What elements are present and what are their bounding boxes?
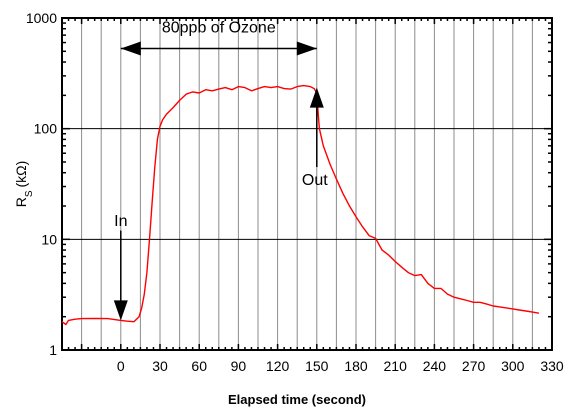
x-tick-label: 60 <box>191 358 207 374</box>
y-tick-label: 10 <box>41 231 57 247</box>
axis-ticks <box>62 18 552 350</box>
in-arrow-head <box>113 300 128 321</box>
out-label: Out <box>302 172 328 189</box>
y-tick-label: 1000 <box>26 10 57 26</box>
annotations: 80ppb of Ozone In Out <box>113 20 328 321</box>
plot-frame <box>61 17 553 351</box>
out-arrow-head <box>309 87 324 108</box>
ozone-label: 80ppb of Ozone <box>162 20 276 37</box>
ozone-arrow-right <box>296 41 317 56</box>
y-axis-title: RS (kΩ) <box>13 161 35 208</box>
x-tick-label: 0 <box>117 358 125 374</box>
y-tick-label: 1 <box>49 342 57 358</box>
x-tick-label: 210 <box>384 358 408 374</box>
x-tick-labels: 0 30 60 90 120 150 180 210 240 270 300 330 <box>117 358 564 374</box>
x-tick-label: 150 <box>305 358 329 374</box>
x-tick-label: 90 <box>231 358 247 374</box>
x-tick-label: 270 <box>462 358 486 374</box>
series-line <box>61 84 540 326</box>
y-axis-title-unit: (kΩ) <box>13 161 29 188</box>
x-tick-label: 180 <box>344 358 368 374</box>
y-axis-title-r: R <box>13 197 29 207</box>
ozone-arrow-left <box>120 41 141 56</box>
x-tick-label: 120 <box>266 358 290 374</box>
in-label: In <box>114 213 127 230</box>
y-tick-labels: 1 10 100 1000 <box>26 10 57 358</box>
y-tick-label: 100 <box>34 121 58 137</box>
y-axis-title-subscript: S <box>24 190 35 197</box>
x-tick-label: 240 <box>423 358 447 374</box>
x-tick-label: 30 <box>152 358 168 374</box>
x-axis-title: Elapsed time (second) <box>228 392 366 407</box>
grid-lines <box>62 18 552 350</box>
x-tick-label: 330 <box>540 358 564 374</box>
x-tick-label: 300 <box>501 358 525 374</box>
series-layer <box>61 84 540 326</box>
